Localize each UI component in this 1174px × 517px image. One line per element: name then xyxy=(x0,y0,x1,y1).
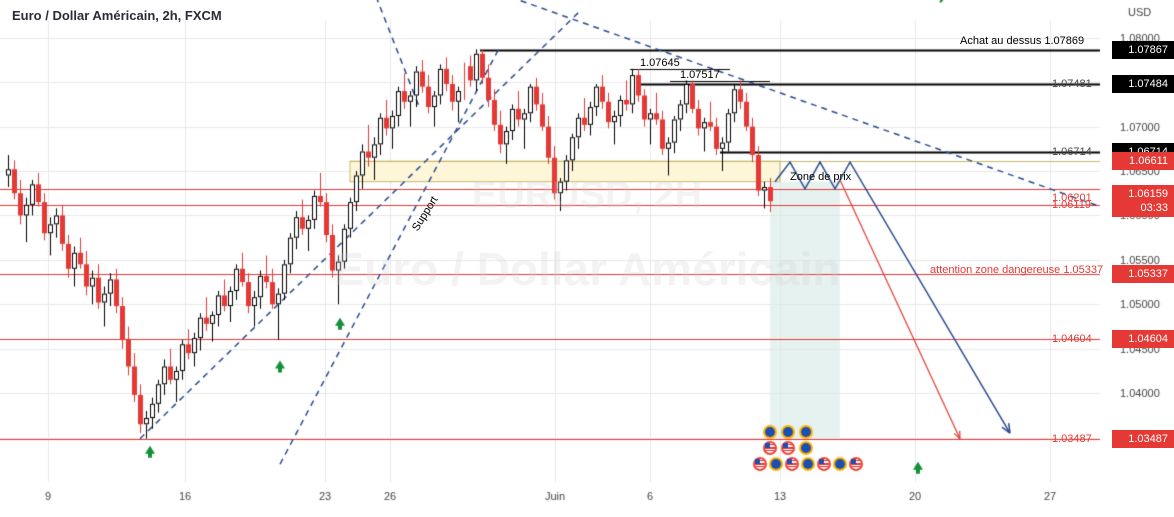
chart-annotation: 1.07517 xyxy=(680,69,720,81)
axis-value-label: 1.04604 xyxy=(1052,333,1092,345)
price-tag: 1.05337 xyxy=(1112,265,1174,283)
price-tag: 1.04604 xyxy=(1112,330,1174,348)
axis-value-label: 1.03487 xyxy=(1052,433,1092,445)
price-tag: 1.07867 xyxy=(1112,41,1174,59)
axis-value-label: 1.06201 xyxy=(1052,192,1092,204)
chart-annotation: attention zone dangereuse 1.05337 xyxy=(930,264,1103,276)
price-chart[interactable] xyxy=(0,0,1174,517)
price-tag: 1.07484 xyxy=(1112,75,1174,93)
chart-annotation: Achat au dessus 1.07869 xyxy=(960,35,1084,47)
axis-value-label: 1.07481 xyxy=(1052,78,1092,90)
chart-title: Euro / Dollar Américain, 2h, FXCM xyxy=(12,8,222,23)
chart-annotation: 1.07645 xyxy=(640,57,680,69)
price-tag: 1.0615903:33 xyxy=(1112,185,1174,217)
axis-value-label: 1.06714 xyxy=(1052,146,1092,158)
price-tag: 1.06611 xyxy=(1112,152,1174,170)
chart-annotation: Zone de prix xyxy=(790,171,851,183)
price-tag: 1.03487 xyxy=(1112,430,1174,448)
